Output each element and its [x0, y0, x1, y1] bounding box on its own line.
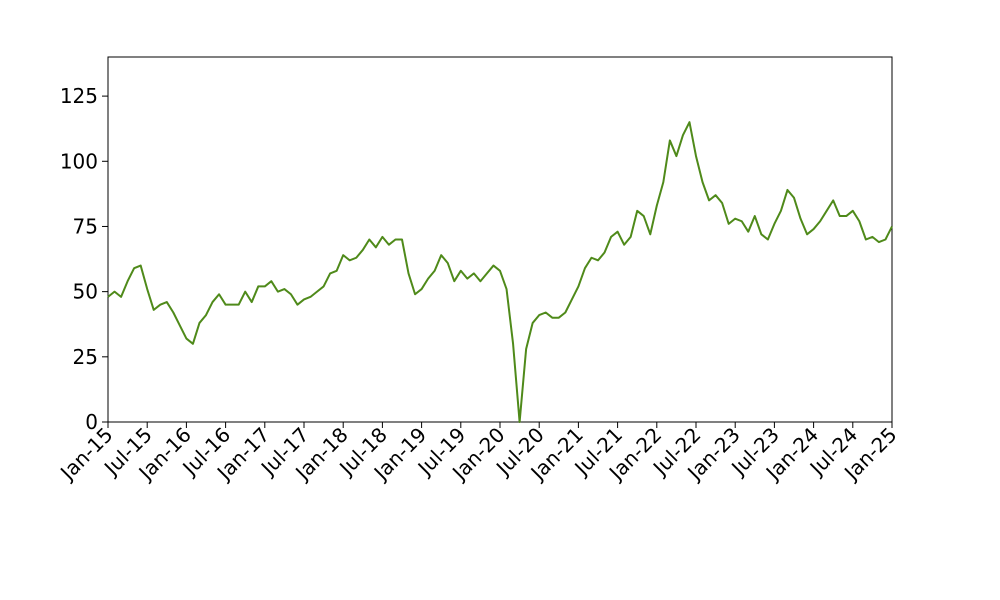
y-tick-label: 100: [60, 149, 98, 173]
y-tick-label: 125: [60, 84, 98, 108]
y-tick-label: 25: [73, 345, 98, 369]
y-tick-label: 0: [85, 410, 98, 434]
plot-frame: [107, 56, 893, 423]
y-tick-label: 50: [73, 280, 98, 304]
y-tick-label: 75: [73, 214, 98, 238]
data-line: [107, 121, 893, 423]
